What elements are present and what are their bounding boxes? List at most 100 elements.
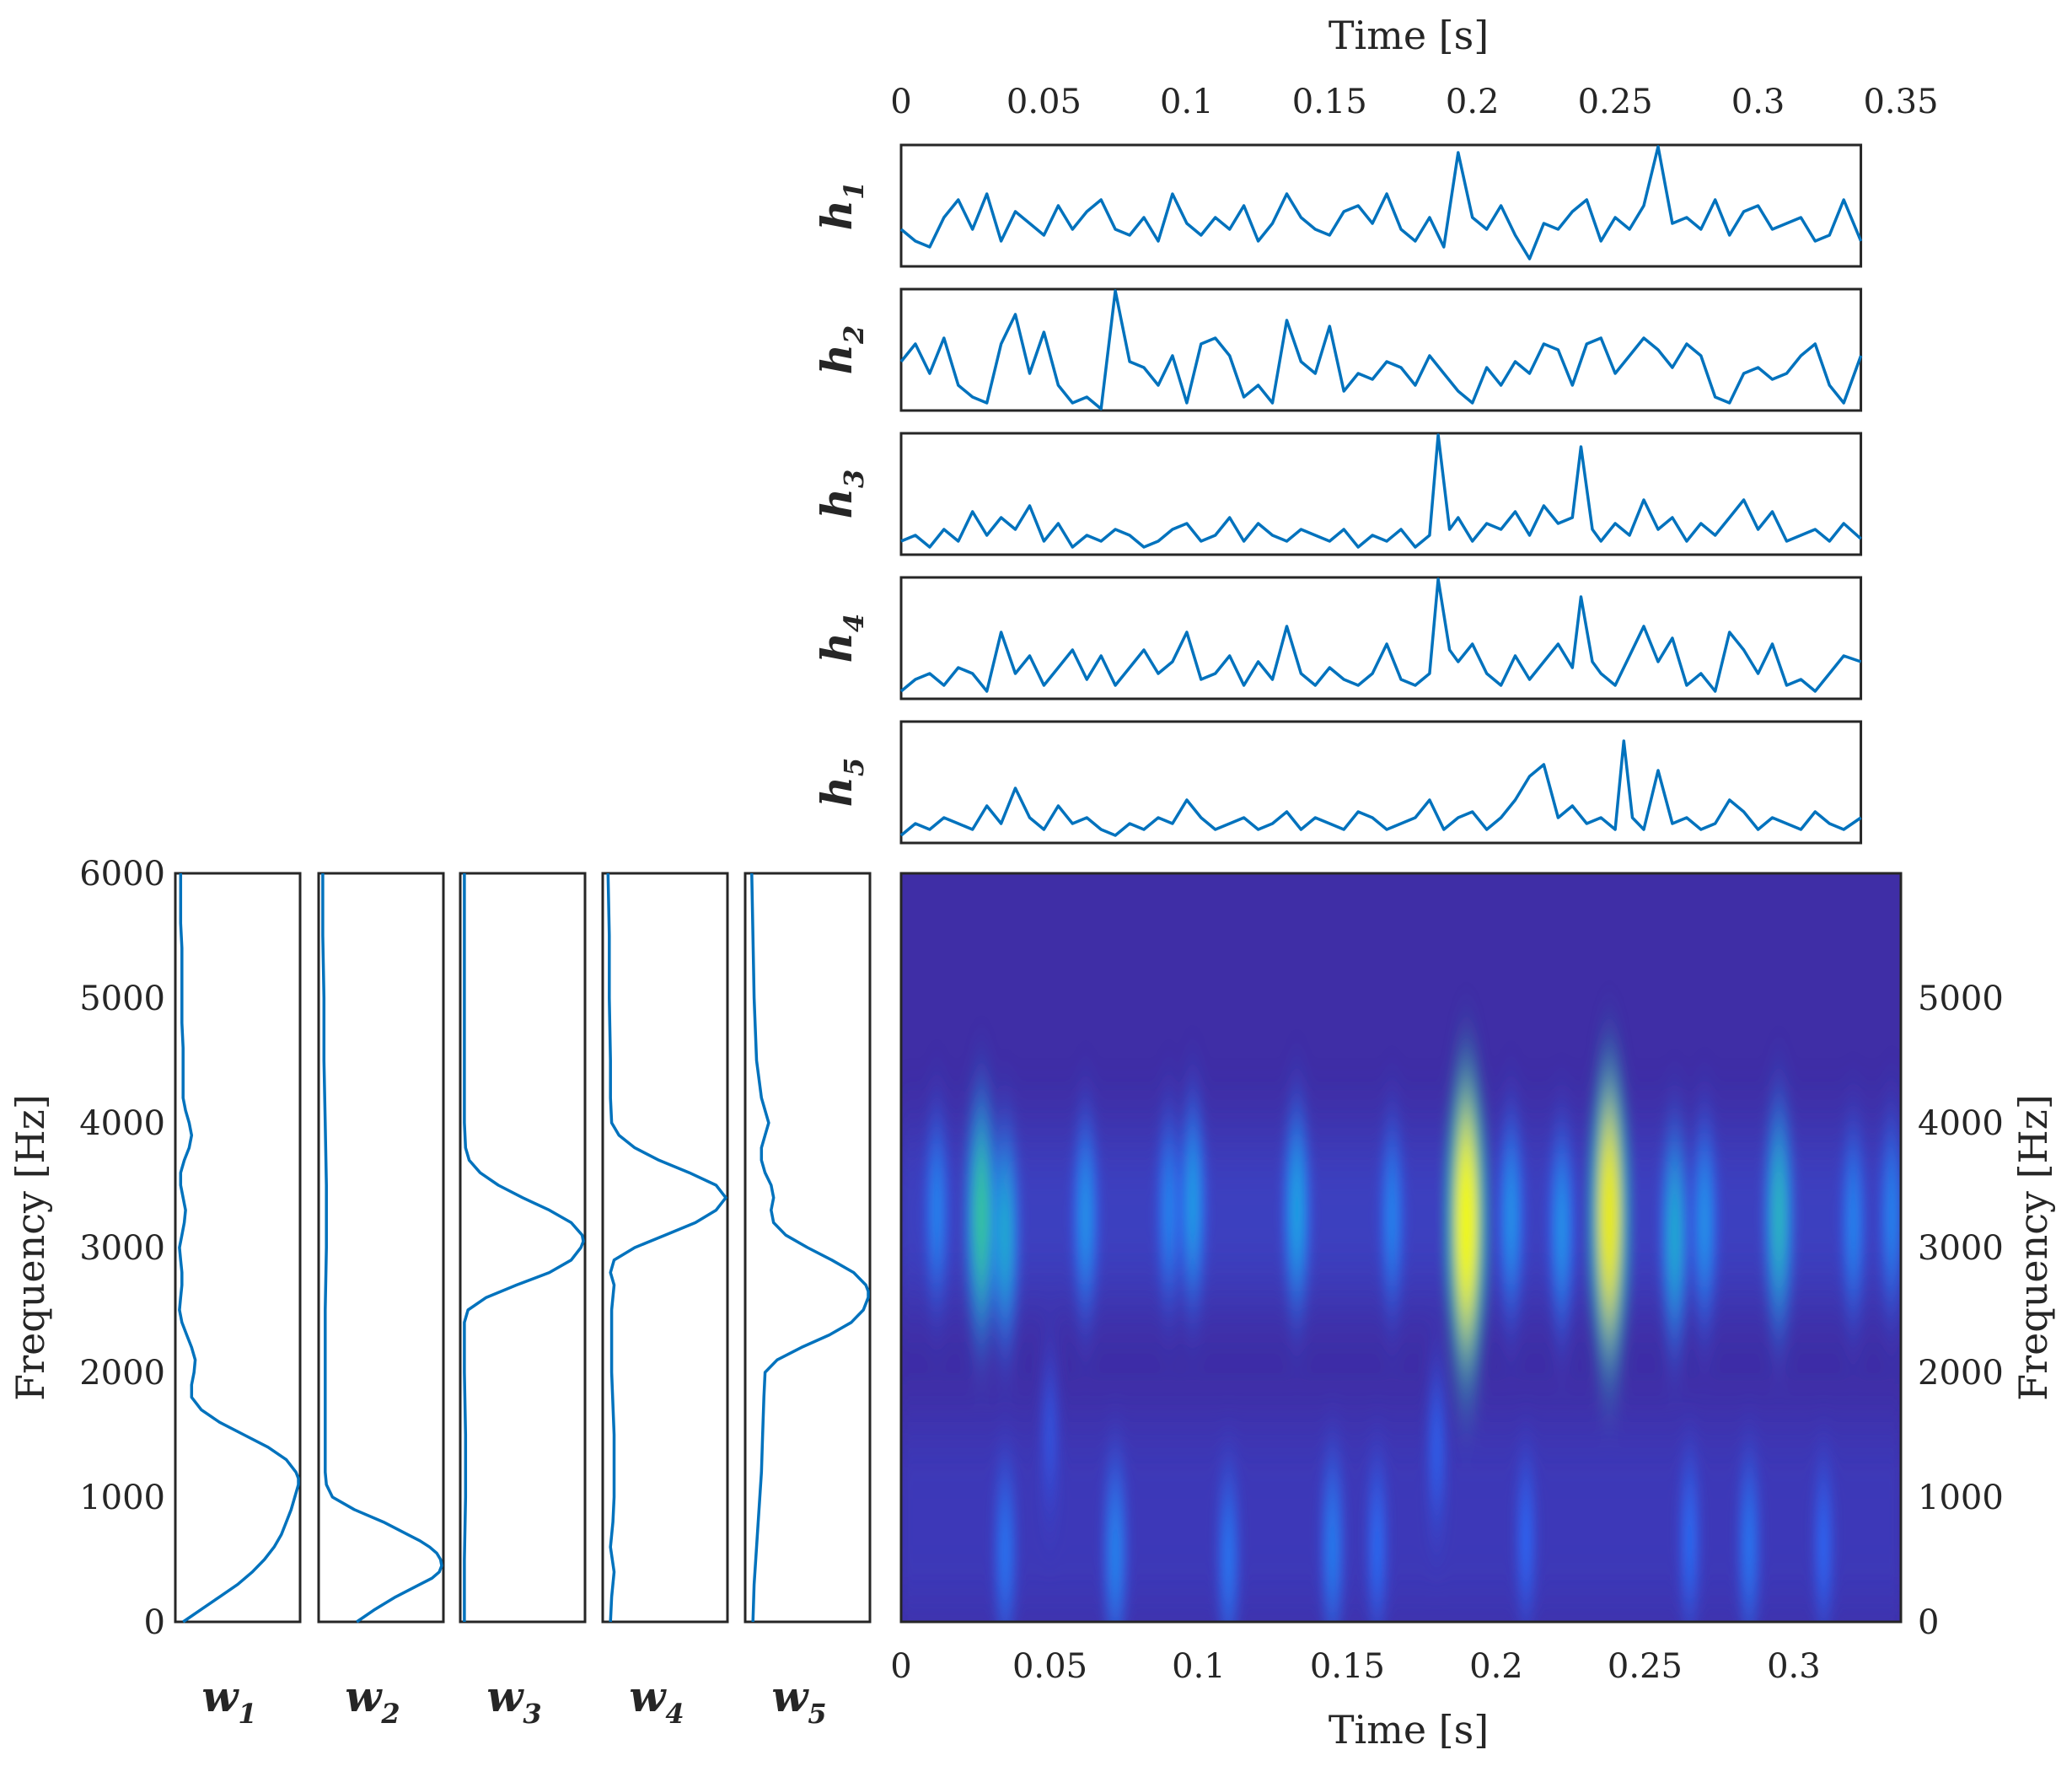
top-time-tick-label: 0.2: [1446, 83, 1500, 121]
basis-frequency-tick-label: 1000: [79, 1479, 165, 1517]
top-time-axis-label: Time [s]: [1329, 13, 1489, 58]
spectrogram-hotspot-core: [1770, 1146, 1788, 1287]
spectrogram-hotspot-core: [1385, 1157, 1399, 1275]
spectrogram-hotspot-core: [929, 1151, 944, 1269]
spectrogram-time-tick-label: 0.15: [1310, 1647, 1385, 1686]
spectrogram-hotspot-core: [1519, 1488, 1533, 1594]
spectrogram-hotspot-core: [998, 1497, 1012, 1609]
spectrogram-time-ticks: 0 0.05 0.1 0.15 0.2 0.25 0.3: [890, 1647, 1820, 1686]
spectrogram-hotspot-core: [1667, 1167, 1683, 1303]
spectrogram-hotspot-core: [1885, 1157, 1899, 1275]
top-time-tick-label: 0.35: [1863, 83, 1938, 121]
activation-trace: [899, 577, 1862, 693]
spectrogram-hotspot-core: [1817, 1494, 1830, 1600]
spectrogram-hotspot-core: [1554, 1167, 1570, 1291]
basis-frequency-tick-label: 5000: [79, 980, 165, 1018]
spectrogram-time-tick-label: 0: [890, 1647, 911, 1686]
spectrogram-hotspot-core: [1108, 1495, 1123, 1613]
spectrogram-frequency-ticks: 0 1000 2000 3000 4000 5000: [1918, 980, 2004, 1642]
spectrogram-hotspot-core: [972, 1139, 991, 1294]
spectrogram-hotspot-core: [996, 1167, 1014, 1303]
activation-trace: [899, 739, 1862, 837]
activation-trace: [899, 145, 1863, 260]
basis-frequency-tick-label: 6000: [79, 855, 165, 894]
spectrogram-hotspot-core: [1454, 1121, 1479, 1324]
basis-label: w4: [629, 1672, 684, 1730]
left-frequency-axis-label: Frequency [Hz]: [8, 1094, 53, 1401]
basis-trace: [750, 872, 870, 1623]
activation-label: h1: [812, 181, 870, 231]
basis-trace: [321, 873, 443, 1624]
spectrogram-hotspots: [901, 1056, 1901, 1622]
spectrogram-frequency-tick-label: 5000: [1918, 980, 2004, 1018]
top-time-tick-label: 0.05: [1006, 83, 1082, 121]
activation-panels: h1 h2 h3 h4 h5: [812, 143, 1863, 845]
spectrogram-hotspot-core: [1597, 1118, 1621, 1315]
top-time-tick-label: 0: [890, 83, 911, 121]
spectrogram-hotspot-core: [1221, 1504, 1236, 1615]
spectrogram-time-tick-label: 0.25: [1608, 1647, 1683, 1686]
spectrogram-frequency-tick-label: 3000: [1918, 1229, 2004, 1268]
spectrogram-hotspot-core: [1078, 1154, 1093, 1279]
spectrogram-frame: [899, 872, 1903, 1624]
basis-panel-frame: [174, 872, 302, 1624]
spectrogram-frequency-tick-label: 0: [1918, 1603, 1939, 1642]
spectrogram-frequency-tick-label: 1000: [1918, 1479, 2004, 1517]
activation-panel-frame: [899, 576, 1863, 700]
right-frequency-axis-label: Frequency [Hz]: [2010, 1094, 2056, 1401]
spectrogram-hotspot-core: [1503, 1154, 1519, 1279]
spectrogram-time-tick-label: 0.1: [1172, 1647, 1226, 1686]
top-time-tick-label: 0.15: [1292, 83, 1367, 121]
spectrogram-hotspot-core: [1289, 1145, 1305, 1275]
spectrogram-hotspot-core: [1371, 1493, 1384, 1602]
top-time-tick-label: 0.3: [1731, 83, 1785, 121]
basis-label: w2: [345, 1672, 400, 1730]
spectrogram-hotspot-core: [1846, 1163, 1860, 1281]
activation-label: h2: [812, 325, 870, 375]
top-time-tick-label: 0.25: [1578, 83, 1653, 121]
spectrogram: [899, 872, 1903, 1624]
spectrogram-hotspot-core: [1162, 1151, 1177, 1269]
basis-label: w1: [201, 1672, 256, 1730]
basis-trace: [463, 873, 585, 1622]
top-time-tick-label: 0.1: [1160, 83, 1214, 121]
activation-label: h5: [812, 758, 870, 808]
top-time-axis-ticks: 0 0.05 0.1 0.15 0.2 0.25 0.3 0.35: [890, 83, 1938, 121]
basis-panels: w1 w2 w3 w4 w5: [174, 872, 872, 1730]
basis-panel-frame: [601, 872, 729, 1624]
basis-panel-frame: [317, 872, 445, 1624]
spectrogram-hotspot-core: [1683, 1486, 1697, 1595]
spectrogram-hotspot-core: [1742, 1491, 1756, 1603]
activation-panel-frame: [899, 143, 1863, 268]
basis-frequency-ticks: 0 1000 2000 3000 4000 5000 6000: [79, 855, 165, 1642]
activation-panel-frame: [899, 432, 1863, 556]
bottom-time-axis-label: Time [s]: [1329, 1707, 1489, 1753]
activation-panel-frame: [899, 720, 1863, 845]
spectrogram-frequency-tick-label: 4000: [1918, 1104, 2004, 1143]
basis-trace: [606, 872, 727, 1623]
activation-label: h4: [812, 614, 870, 663]
activation-panel-frame: [899, 287, 1863, 412]
spectrogram-hotspot-core: [1697, 1161, 1712, 1285]
spectrogram-hotspot-core: [1325, 1490, 1340, 1605]
spectrogram-hotspot-core: [1044, 1385, 1056, 1484]
spectrogram-hotspot-core: [1184, 1140, 1200, 1268]
basis-frequency-tick-label: 0: [144, 1603, 165, 1642]
spectrogram-frequency-tick-label: 2000: [1918, 1354, 2004, 1393]
spectrogram-time-tick-label: 0.3: [1767, 1647, 1821, 1686]
basis-frequency-tick-label: 4000: [79, 1104, 165, 1143]
basis-panel-frame: [743, 872, 872, 1624]
basis-frequency-tick-label: 3000: [79, 1229, 165, 1268]
basis-trace: [178, 873, 300, 1624]
spectrogram-time-tick-label: 0.05: [1012, 1647, 1087, 1686]
basis-panel-frame: [459, 872, 587, 1624]
spectrogram-hotspot-core: [1430, 1395, 1443, 1499]
spectrogram-time-tick-label: 0.2: [1469, 1647, 1523, 1686]
activation-label: h3: [812, 470, 870, 519]
basis-frequency-tick-label: 2000: [79, 1354, 165, 1393]
activation-trace: [900, 433, 1862, 549]
spectrogram-band: [901, 1422, 1901, 1622]
basis-label: w3: [486, 1672, 541, 1730]
basis-label: w5: [771, 1672, 826, 1730]
